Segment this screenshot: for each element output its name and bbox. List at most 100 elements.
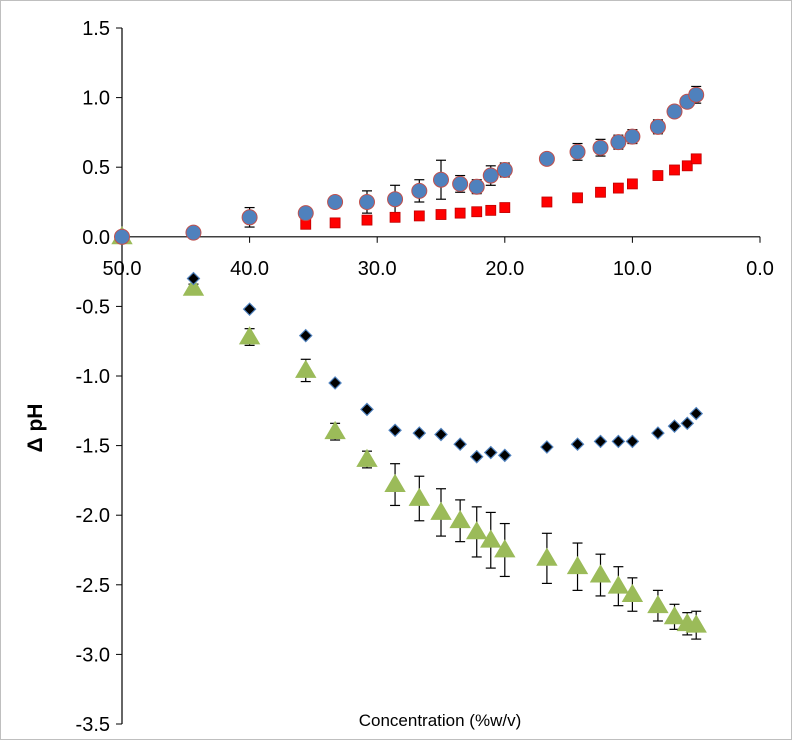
data-point-square <box>681 160 693 172</box>
data-point-diamond <box>689 406 704 421</box>
data-point-circle <box>433 171 449 188</box>
data-point-square <box>454 207 466 219</box>
data-point-triangle <box>621 583 644 602</box>
y-tick-label: -1.5 <box>76 436 110 458</box>
data-point-square <box>471 206 483 218</box>
y-tick-label: 1.5 <box>82 18 110 40</box>
data-point-diamond <box>570 437 585 452</box>
data-point-circle <box>297 205 314 222</box>
data-point-square <box>541 196 553 208</box>
data-point-diamond <box>625 434 640 449</box>
x-tick-label: 50.0 <box>103 258 142 280</box>
y-tick-label: -2.5 <box>76 575 110 597</box>
data-point-circle <box>327 194 344 210</box>
y-tick-label: 0.0 <box>82 227 110 249</box>
data-point-square <box>669 164 680 176</box>
x-tick-label: 20.0 <box>485 258 524 280</box>
data-point-diamond <box>434 427 448 442</box>
data-point-circle <box>468 178 485 195</box>
data-point-triangle <box>430 501 452 520</box>
markers-layer <box>111 86 707 633</box>
labels-layer: Δ pH Concentration (%w/v) <box>24 404 521 730</box>
data-point-square <box>499 202 511 213</box>
data-point-circle <box>358 194 375 210</box>
data-point-triangle <box>408 487 431 506</box>
data-point-circle <box>688 86 705 103</box>
data-point-square <box>435 209 447 220</box>
data-point-diamond <box>593 434 608 449</box>
y-tick-label: 0.5 <box>82 157 110 179</box>
data-point-diamond <box>298 328 313 343</box>
data-point-triangle <box>494 539 516 558</box>
data-point-triangle <box>384 473 406 492</box>
data-point-circle <box>666 103 683 120</box>
data-point-square <box>612 182 624 194</box>
x-axis-title: Concentration (%w/v) <box>359 711 522 730</box>
data-point-diamond <box>611 434 626 449</box>
data-point-diamond <box>667 419 682 433</box>
data-point-circle <box>649 118 666 135</box>
data-point-diamond <box>540 440 554 454</box>
data-point-triangle <box>685 614 707 633</box>
data-point-diamond <box>680 416 695 431</box>
data-point-diamond <box>360 402 374 417</box>
data-point-triangle <box>356 448 378 467</box>
data-point-circle <box>387 191 404 208</box>
y-axis-title: Δ pH <box>24 404 47 453</box>
data-point-diamond <box>469 449 484 464</box>
data-point-circle <box>452 175 469 192</box>
data-point-square <box>413 210 425 222</box>
data-point-triangle <box>647 594 669 614</box>
data-point-diamond <box>412 426 427 440</box>
data-point-diamond <box>328 376 342 390</box>
data-point-circle <box>482 167 499 184</box>
data-point-square <box>627 178 638 190</box>
y-tick-label: -2.0 <box>76 505 110 527</box>
x-tick-label: 10.0 <box>613 258 652 280</box>
data-point-triangle <box>182 277 205 296</box>
data-point-circle <box>538 150 555 167</box>
data-point-square <box>361 214 373 226</box>
x-tick-label: 30.0 <box>358 258 397 280</box>
data-point-circle <box>185 224 202 241</box>
data-point-diamond <box>497 448 512 463</box>
data-point-circle <box>411 182 428 199</box>
data-point-circle <box>624 128 641 145</box>
data-point-triangle <box>663 606 686 625</box>
data-point-triangle <box>566 555 589 575</box>
data-point-triangle <box>238 326 261 345</box>
y-tick-label: -1.0 <box>76 366 110 388</box>
data-point-circle <box>569 143 586 160</box>
data-point-square <box>652 170 664 181</box>
data-point-circle <box>592 139 609 156</box>
data-point-square <box>389 211 401 223</box>
data-point-triangle <box>324 420 346 440</box>
data-point-diamond <box>388 423 402 438</box>
data-point-triangle <box>480 529 502 548</box>
data-point-triangle <box>449 509 471 529</box>
data-point-diamond <box>453 437 467 452</box>
data-point-triangle <box>536 547 558 566</box>
data-point-circle <box>610 134 627 151</box>
error-bars-layer <box>117 85 702 640</box>
data-point-triangle <box>589 564 612 583</box>
data-point-square <box>329 217 341 229</box>
data-point-diamond <box>651 426 665 440</box>
y-tick-label: 1.0 <box>82 88 110 110</box>
y-tick-label: -3.0 <box>76 644 110 666</box>
data-point-square <box>595 186 606 198</box>
data-point-circle <box>114 228 130 245</box>
data-point-triangle <box>295 359 317 378</box>
data-point-square <box>572 192 583 204</box>
data-point-circle <box>241 209 258 226</box>
data-point-triangle <box>607 575 630 594</box>
y-tick-label: -3.5 <box>76 714 110 736</box>
data-point-circle <box>496 161 513 178</box>
axes-layer: 1.5 1.0 0.5 0.0 -0.5 -1.0 -1.5 -2.0 -2.5 -3.0 -3.5… <box>76 18 774 736</box>
y-tick-label: -0.5 <box>76 296 110 318</box>
data-point-diamond <box>242 302 257 317</box>
data-point-diamond <box>186 271 201 286</box>
data-point-triangle <box>466 521 488 540</box>
